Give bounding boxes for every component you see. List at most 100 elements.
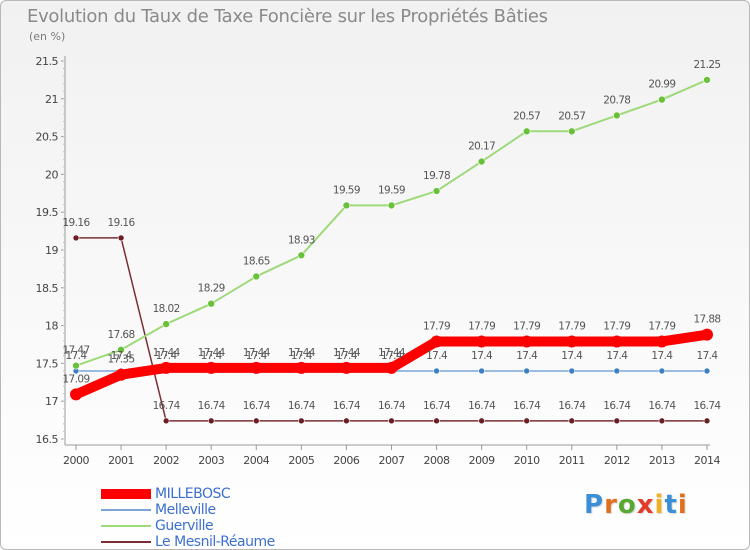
data-label: 20.57 (558, 110, 585, 122)
data-label: 17.44 (288, 347, 316, 359)
data-label: 17.44 (333, 347, 361, 359)
series-0-point (610, 335, 623, 348)
legend-label: Le Mesnil-Réaume (155, 534, 275, 550)
logo-letter: i (654, 490, 665, 520)
data-label: 17.68 (108, 329, 135, 341)
y-tick-label: 19 (45, 244, 58, 257)
logo-letter: r (604, 490, 618, 520)
data-label: 17.4 (66, 350, 88, 362)
series-0-point (655, 335, 668, 348)
data-label: 17.79 (423, 320, 450, 332)
y-tick-label: 19.5 (36, 206, 59, 219)
data-label: 16.74 (198, 400, 226, 412)
series-3-point (207, 417, 215, 425)
series-0-point (430, 335, 443, 348)
x-tick-label: 2013 (649, 454, 675, 467)
data-label: 19.16 (108, 217, 136, 229)
series-2-point (703, 76, 711, 84)
series-1-point (478, 367, 485, 375)
series-lines (70, 76, 713, 425)
series-3-point (72, 234, 80, 242)
y-tick-label: 17.5 (36, 357, 59, 370)
x-tick-label: 2004 (243, 454, 269, 467)
data-label: 16.74 (243, 400, 271, 412)
series-2-point (117, 345, 125, 354)
data-label: 21.25 (693, 59, 720, 71)
series-3-point (343, 417, 350, 425)
x-tick-label: 2003 (198, 454, 224, 467)
series-0-point (250, 361, 263, 374)
data-label: 17.44 (378, 347, 406, 359)
series-1-point (568, 367, 576, 375)
y-tick-label: 20.5 (36, 131, 59, 144)
legend-label: Guerville (155, 518, 214, 534)
series-0-point (565, 335, 578, 348)
data-label: 19.59 (378, 184, 405, 196)
data-label: 17.79 (468, 320, 495, 332)
series-3-point (613, 417, 621, 425)
legend-swatch (101, 509, 151, 511)
data-label: 17.4 (336, 350, 358, 362)
x-tick-label: 2007 (378, 454, 404, 467)
series-0-point (520, 335, 533, 348)
data-label: 17.79 (603, 320, 630, 332)
x-tick-label: 2012 (604, 454, 630, 467)
data-label: 18.65 (243, 255, 270, 267)
logo-letter: i (677, 490, 688, 520)
legend-swatch (101, 489, 151, 499)
data-label: 17.4 (696, 350, 718, 362)
series-3-point (523, 417, 531, 425)
series-2-point (297, 251, 306, 260)
series-2-point (387, 201, 396, 210)
data-label: 17.4 (426, 350, 448, 362)
x-tick-label: 2006 (333, 454, 359, 467)
y-tick-label: 16.5 (36, 433, 59, 446)
series-2-point (72, 361, 80, 370)
series-0-point (385, 361, 398, 374)
data-label: 16.74 (603, 400, 631, 412)
data-label: 16.74 (468, 400, 496, 412)
data-label: 19.16 (62, 217, 90, 229)
series-2-point (252, 272, 261, 281)
data-label: 17.79 (513, 320, 540, 332)
legend-swatch (101, 525, 151, 527)
series-2-point (613, 111, 621, 120)
y-tick-label: 18 (45, 320, 58, 333)
data-label: 17.4 (516, 350, 538, 362)
series-2-point (432, 187, 441, 195)
series-2-point (342, 201, 351, 210)
series-3-point (117, 234, 125, 242)
logo-letter: x (636, 490, 655, 520)
chart-title: Evolution du Taux de Taxe Foncière sur l… (27, 6, 548, 27)
data-label: 17.09 (62, 373, 89, 385)
logo-letter: P (584, 490, 605, 520)
data-label: 17.4 (471, 350, 493, 362)
data-label: 17.4 (291, 350, 313, 362)
series-0-point (70, 388, 82, 401)
logo-letter: o (617, 490, 637, 520)
series-1-point (703, 367, 711, 375)
series-3-point (388, 417, 395, 425)
x-tick-label: 2014 (694, 454, 720, 467)
data-label: 20.17 (468, 141, 495, 153)
legend-swatch (101, 541, 151, 543)
data-label: 16.74 (378, 400, 406, 412)
x-tick-label: 2008 (424, 454, 450, 467)
series-0-point (295, 361, 308, 374)
series-3-point (433, 417, 440, 425)
data-label: 16.74 (333, 400, 361, 412)
data-label: 16.74 (558, 400, 586, 412)
series-3-point (568, 417, 576, 425)
y-tick-label: 20 (45, 168, 58, 181)
data-label: 17.79 (558, 320, 585, 332)
data-label: 17.4 (246, 350, 268, 362)
data-label: 19.78 (423, 170, 450, 182)
series-3-point (162, 417, 170, 425)
proxiti-logo: Proxiti (584, 490, 688, 520)
data-label: 16.74 (153, 400, 181, 412)
data-label: 17.4 (606, 350, 628, 362)
data-label: 17.79 (648, 320, 675, 332)
series-2-point (207, 299, 216, 308)
